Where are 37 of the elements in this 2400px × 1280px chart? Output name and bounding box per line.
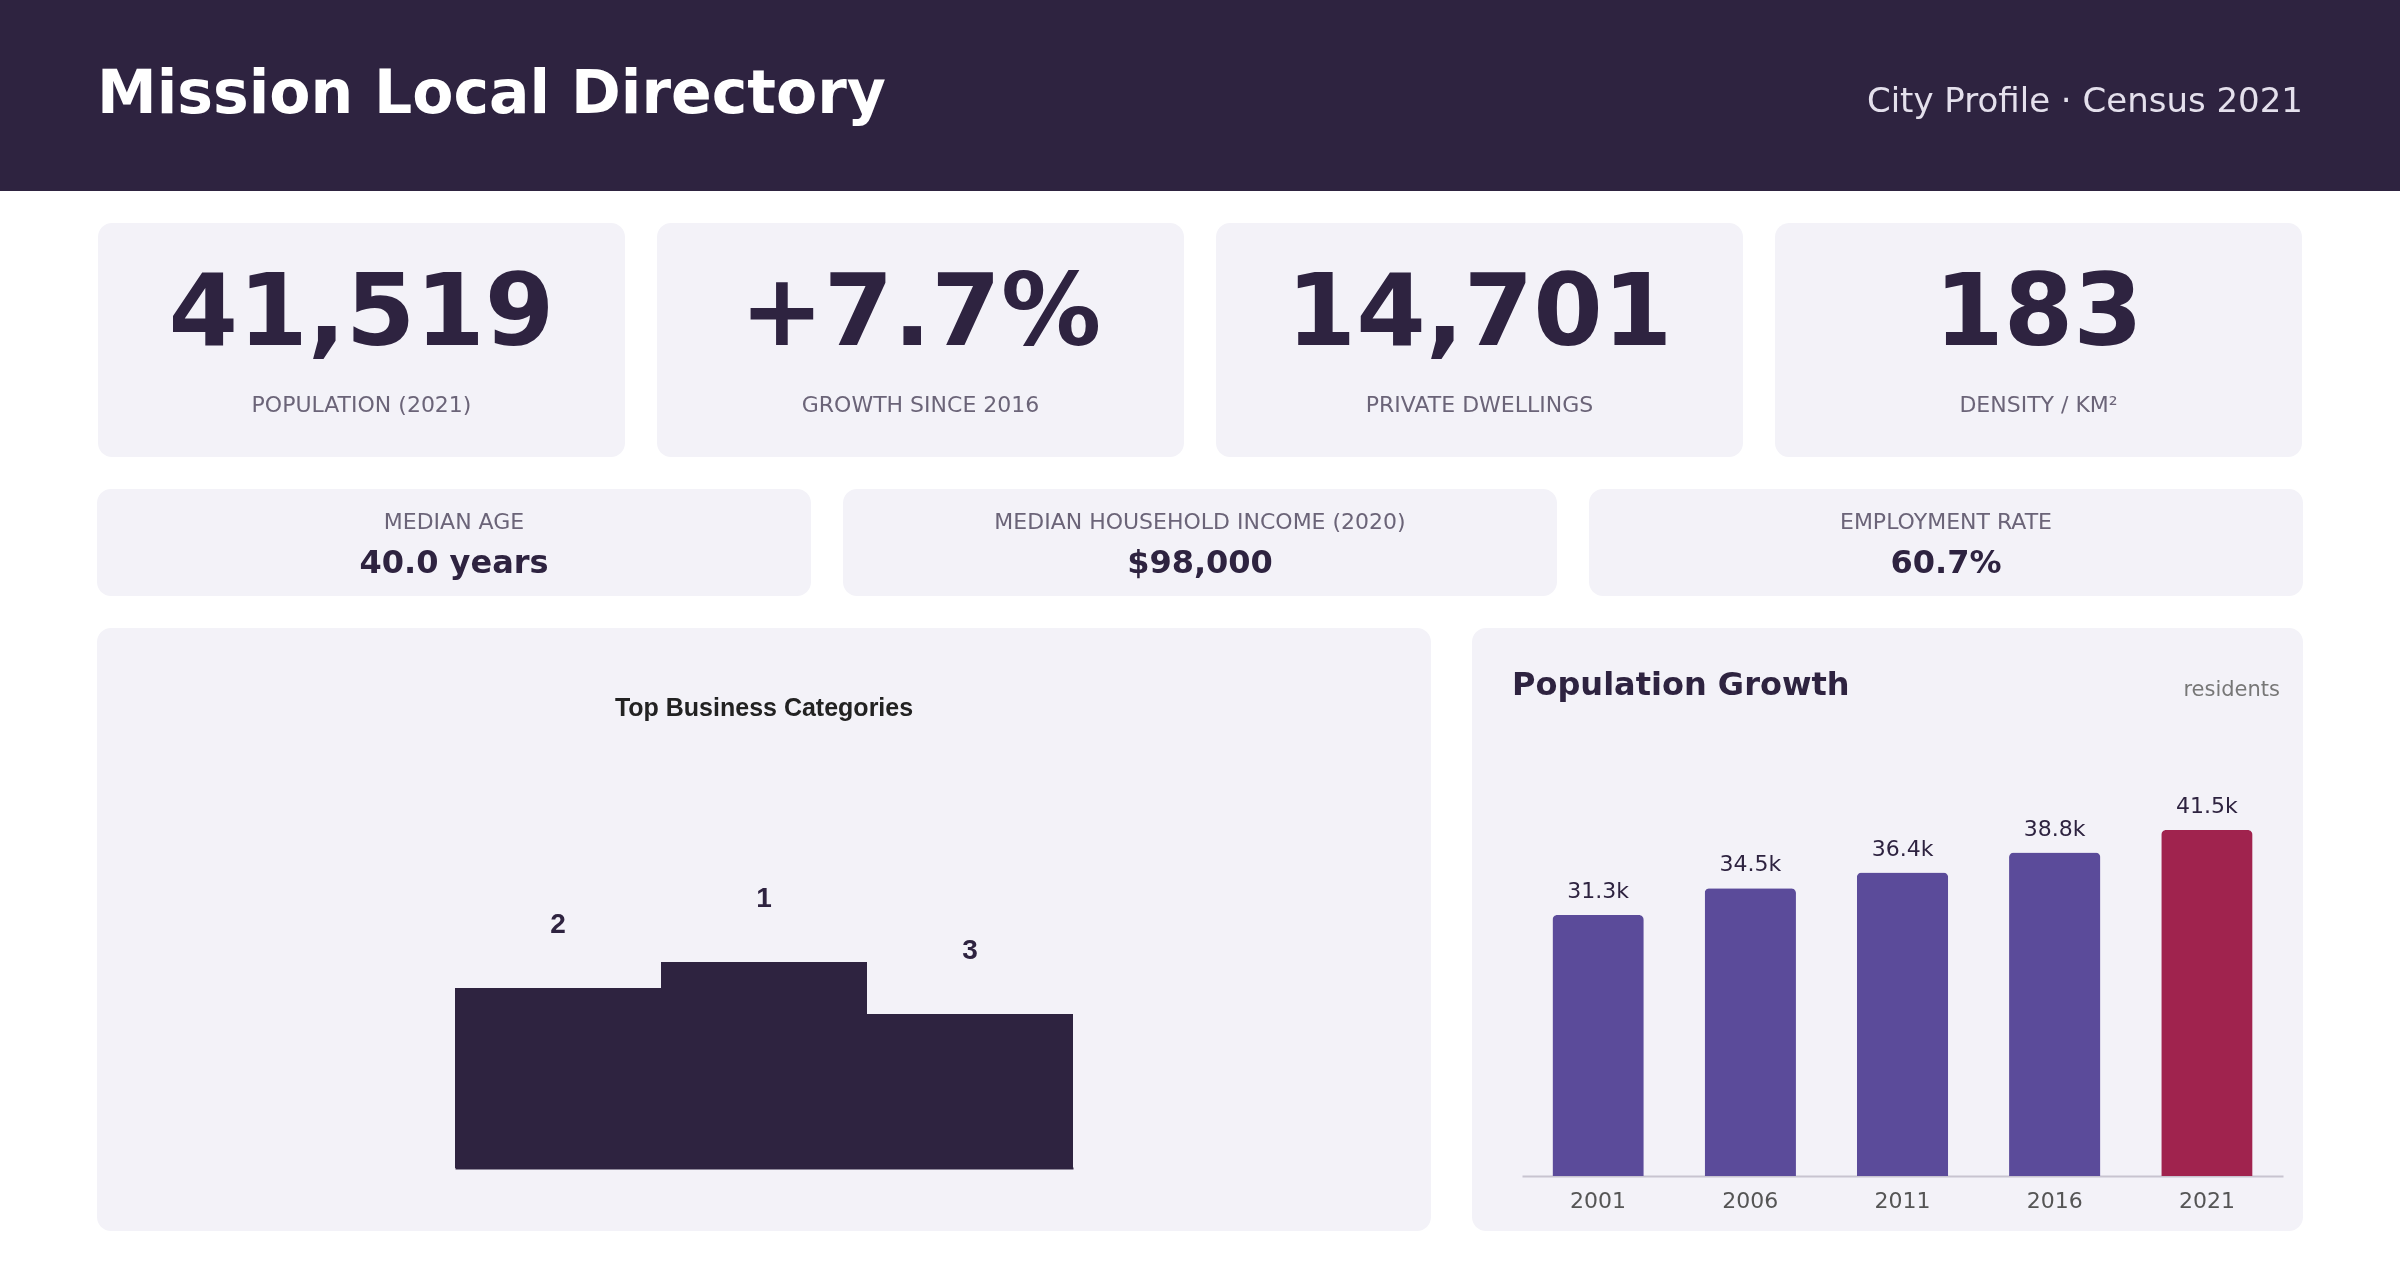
bar [2161,830,2253,1176]
x-tick-label: 2021 [2178,1187,2235,1213]
bar [1704,888,1796,1176]
bar [1552,915,1644,1176]
x-tick-label: 2001 [1570,1187,1627,1213]
text: 14,701 [1286,252,1673,369]
text: 2 [550,907,566,939]
annotation: 3 [962,933,978,965]
text: MEDIAN HOUSEHOLD INCOME (2020) [994,509,1406,534]
text: PRIVATE DWELLINGS [1365,392,1594,417]
text: 41,519 [168,252,555,369]
text: City Profile · Census 2021 [1866,80,2303,120]
text: Mission Local Directory [97,57,886,127]
x-tick-label: 2006 [1722,1187,1779,1213]
data-label: 36.4k [1871,835,1934,861]
text: 60.7% [1890,543,2002,581]
data-label: 34.5k [1719,851,1782,877]
data-label: 41.5k [2176,793,2239,818]
text: POPULATION (2021) [251,392,472,417]
text: +7.7% [739,252,1102,369]
y-axis-title: residents [2183,677,2280,701]
text: 1 [756,882,772,913]
x-tick-label: 2016 [2026,1187,2083,1213]
text: MEDIAN AGE [383,509,525,534]
chart-title: Top Business Categories [614,693,914,721]
text: 183 [1934,252,2143,369]
bar [1856,872,1949,1176]
text: 40.0 years [359,543,549,581]
data-label: 38.8k [2023,815,2086,841]
data-label: 31.3k [1567,878,1630,904]
text: DENSITY / KM² [1959,392,2118,417]
bar [2009,852,2101,1176]
text: $98,000 [1127,543,1273,581]
text: GROWTH SINCE 2016 [801,392,1040,417]
chart-title: Population Growth [1512,665,1850,703]
x-tick-label: 2011 [1874,1187,1931,1213]
text: EMPLOYMENT RATE [1839,509,2053,534]
